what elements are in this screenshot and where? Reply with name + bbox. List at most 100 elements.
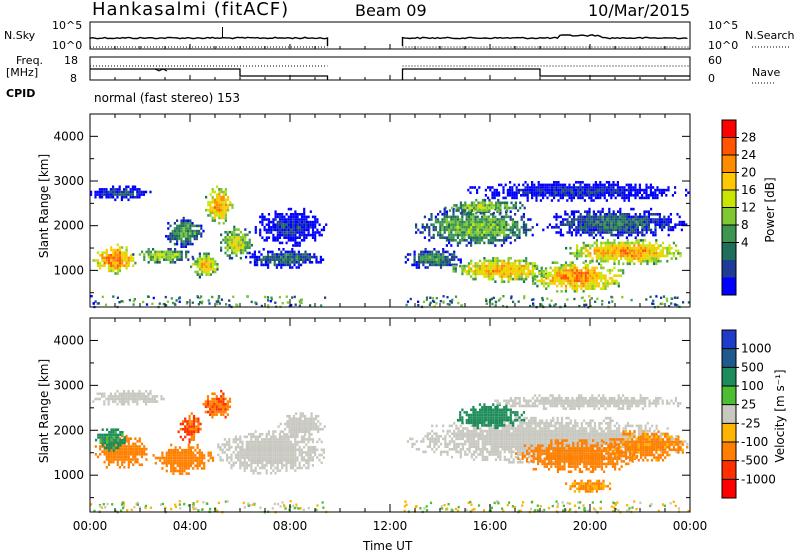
power-cell xyxy=(443,231,446,234)
power-cell xyxy=(214,268,217,271)
power-cell xyxy=(600,246,603,250)
power-cell xyxy=(623,196,626,200)
xaxis-title: Time UT xyxy=(363,539,413,553)
velocity-cell xyxy=(138,463,141,466)
power-cell xyxy=(513,194,516,197)
power-cell xyxy=(667,220,670,224)
power-cell xyxy=(478,239,481,242)
power-cell xyxy=(533,194,536,197)
power-cell xyxy=(487,186,490,189)
power-cell xyxy=(531,226,534,229)
power-cell xyxy=(652,231,655,234)
power-cell xyxy=(282,258,285,261)
velocity-cell xyxy=(226,408,229,411)
power-cell xyxy=(475,204,478,207)
power-cell xyxy=(244,249,247,252)
power-cell xyxy=(258,250,261,254)
power-cell xyxy=(248,241,251,244)
power-cell xyxy=(441,226,444,229)
power-cell xyxy=(461,272,464,276)
velocity-cell xyxy=(195,425,198,428)
power-cell xyxy=(297,253,300,256)
power-cell xyxy=(178,232,181,235)
power-cell xyxy=(213,219,216,222)
power-cell xyxy=(287,231,290,234)
power-cell xyxy=(516,233,519,237)
velocity-cell xyxy=(165,451,168,455)
power-cell xyxy=(491,191,494,194)
power-cell xyxy=(198,260,201,263)
power-cell xyxy=(474,223,477,226)
power-cell xyxy=(634,228,637,232)
power-cell xyxy=(472,233,475,237)
power-cell xyxy=(160,255,163,259)
power-cell xyxy=(625,194,628,197)
power-cell xyxy=(278,215,282,219)
power-cell xyxy=(112,264,115,267)
velocity-cell xyxy=(272,461,275,465)
velocity-cell xyxy=(263,458,266,462)
power-cell xyxy=(666,259,669,263)
power-cell xyxy=(214,262,217,266)
power-cell xyxy=(518,270,521,273)
power-cell xyxy=(589,279,592,283)
power-cell xyxy=(545,277,548,280)
power-cell xyxy=(114,251,117,254)
power-cell xyxy=(303,226,306,229)
power-cell xyxy=(475,198,478,202)
velocity-cell xyxy=(136,400,139,403)
power-cell xyxy=(533,183,536,187)
power-cell xyxy=(160,253,163,256)
power-cell xyxy=(492,215,495,219)
velocity-cell xyxy=(189,451,193,455)
power-cell xyxy=(481,272,484,276)
velocity-cell xyxy=(248,448,251,452)
power-cell xyxy=(491,194,494,197)
power-cell xyxy=(564,218,567,221)
power-cell xyxy=(442,250,445,254)
power-cell xyxy=(580,249,583,253)
power-cell xyxy=(580,246,583,250)
velocity-cell xyxy=(237,443,240,446)
power-cell xyxy=(101,193,104,196)
velocity-cell xyxy=(303,422,307,426)
power-cell xyxy=(422,253,425,256)
power-cell xyxy=(616,183,619,187)
power-cell xyxy=(428,261,432,264)
power-cell xyxy=(463,223,466,226)
power-cell xyxy=(163,258,166,261)
power-cell xyxy=(297,250,300,254)
power-cell xyxy=(468,206,471,210)
velocity-cell xyxy=(411,437,414,441)
power-cell xyxy=(522,277,526,281)
power-ground-cell xyxy=(435,296,438,300)
power-cell xyxy=(478,241,481,245)
velocity-cell xyxy=(272,440,275,444)
power-cell xyxy=(594,183,597,187)
power-cell xyxy=(476,270,479,273)
power-cell xyxy=(180,253,183,256)
power-ground-cell xyxy=(601,299,604,303)
power-cell xyxy=(99,264,102,267)
velocity-cell xyxy=(174,454,177,457)
power-cell xyxy=(313,255,316,259)
power-cell xyxy=(559,186,562,189)
power-cell xyxy=(528,186,531,189)
power-cell xyxy=(560,290,563,293)
power-cell xyxy=(452,220,455,224)
power-cell xyxy=(476,233,479,237)
velocity-cell xyxy=(296,443,299,446)
power-cell xyxy=(613,257,616,260)
power-cell xyxy=(614,215,617,219)
power-cell xyxy=(131,195,134,199)
power-cell xyxy=(608,226,611,229)
power-cell xyxy=(507,264,510,268)
velocity-cell xyxy=(289,443,292,446)
power-cell xyxy=(557,186,560,189)
velocity-cell xyxy=(107,395,110,398)
power-cell xyxy=(459,258,462,261)
velocity-cell xyxy=(314,422,318,426)
power-cell xyxy=(309,226,312,229)
power-cell xyxy=(575,188,578,192)
power-cell xyxy=(511,194,514,197)
